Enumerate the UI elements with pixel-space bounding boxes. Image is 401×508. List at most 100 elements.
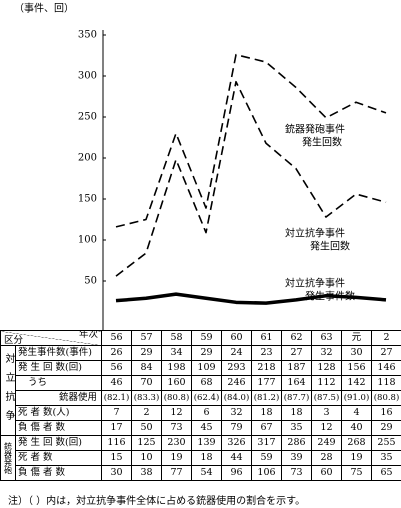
table-row: 銃器発砲発 生 回 数(回) 116 125 230 139 326 317 286 249 26…	[0, 435, 401, 481]
table-cell: 35	[371, 450, 401, 466]
table-cell: 32	[221, 405, 252, 421]
table-cell: (62.4)	[191, 390, 222, 406]
table-cell: 19	[161, 450, 192, 466]
table-cell: 27	[281, 345, 312, 361]
year-header: 62	[281, 330, 312, 346]
header-row: 年次 区分 56 57 58 59 60 61 62 63 元 2	[0, 330, 401, 346]
table-cell: 164	[281, 375, 312, 391]
table-cell: 128	[311, 360, 342, 376]
table-cell: 38	[131, 465, 162, 481]
table-cell: 12	[311, 420, 342, 436]
table-cell: 30	[341, 345, 372, 361]
series-annotation: 対立抗争事件	[285, 277, 345, 290]
table-cell: 118	[371, 375, 401, 391]
table-row: 死 者 数 15 10 19 18 44 59 39 28 19 35	[1, 450, 401, 466]
series-annotation: 発生事件数	[305, 290, 355, 303]
table-cell: 146	[371, 360, 401, 376]
table-cell: 27	[371, 345, 401, 361]
table-cell: (83.3)	[131, 390, 162, 406]
table-cell: (82.1)	[101, 390, 132, 406]
table-cell: 18	[191, 450, 222, 466]
table-cell: 96	[221, 465, 252, 481]
table-cell: 317	[251, 435, 282, 451]
table-cell: 70	[131, 375, 162, 391]
table-cell: 77	[161, 465, 192, 481]
table-cell: (81.2)	[251, 390, 282, 406]
table-cell: 32	[311, 345, 342, 361]
table-cell: 268	[341, 435, 372, 451]
table-cell: 65	[371, 465, 401, 481]
y-tick-label: 50	[84, 276, 97, 287]
table-cell: 255	[371, 435, 401, 451]
table-cell: 28	[311, 450, 342, 466]
table-cell: 29	[371, 420, 401, 436]
table-cell: 2	[131, 405, 162, 421]
chart: （事件、回） 50 100 150 200 250 300 350 銃器発砲事件発生回数対立抗…	[14, 2, 387, 330]
y-tick-label: 300	[78, 71, 97, 82]
table-cell: 142	[341, 375, 372, 391]
table-cell: (87.7)	[281, 390, 312, 406]
table-cell: 39	[281, 450, 312, 466]
table-cell: 84	[131, 360, 162, 376]
table-row: うち 46 70 160 68 246 177 164 112 142 118	[1, 375, 401, 391]
table-cell: 187	[281, 360, 312, 376]
table-cell: 73	[161, 420, 192, 436]
table-cell: 67	[251, 420, 282, 436]
table-row: 負 傷 者 数 30 38 77 54 96 106 73 60 75 65	[1, 465, 401, 481]
year-header: 63	[311, 330, 342, 346]
table-cell: 23	[251, 345, 282, 361]
corner-bottom: 区分	[4, 335, 24, 346]
row-label: 死 者 数	[15, 450, 102, 466]
table-cell: 3	[311, 405, 342, 421]
table-cell: 54	[191, 465, 222, 481]
table-cell: 4	[341, 405, 372, 421]
y-axis-label: （事件、回）	[14, 2, 74, 15]
series-annotation: 対立抗争事件	[285, 227, 345, 240]
table-cell: 109	[191, 360, 222, 376]
row-label: 負 傷 者 数	[15, 420, 102, 436]
row-sublabel: 銃器使用	[15, 390, 102, 406]
data-table: 年次 区分 56 57 58 59 60 61 62 63 元 2 対立抗争 発生事件数(事件) 26 29 3…	[0, 330, 401, 481]
table-cell: 286	[281, 435, 312, 451]
series-line	[115, 80, 387, 277]
table-cell: 68	[191, 375, 222, 391]
y-tick-label: 200	[78, 153, 97, 164]
table-cell: 75	[341, 465, 372, 481]
table-cell: 44	[221, 450, 252, 466]
year-header: 57	[131, 330, 162, 346]
table-cell: 17	[101, 420, 132, 436]
table-cell: 177	[251, 375, 282, 391]
row-label: 発生事件数(事件)	[15, 345, 102, 361]
year-header: 60	[221, 330, 252, 346]
table-cell: 198	[161, 360, 192, 376]
table-cell: 19	[341, 450, 372, 466]
table-cell: 249	[311, 435, 342, 451]
table-cell: (87.5)	[311, 390, 342, 406]
row-label: 発 生 回 数(回)	[15, 435, 102, 451]
table-cell: 26	[101, 345, 132, 361]
table-cell: 29	[191, 345, 222, 361]
corner-top: 年次	[78, 330, 98, 341]
table-cell: 60	[311, 465, 342, 481]
year-header: 59	[191, 330, 222, 346]
table-cell: 156	[341, 360, 372, 376]
table-cell: 18	[281, 405, 312, 421]
y-tick-label: 150	[78, 194, 97, 205]
table-cell: 46	[101, 375, 132, 391]
table-cell: 24	[221, 345, 252, 361]
y-tick-label: 100	[78, 235, 97, 246]
year-header: 61	[251, 330, 282, 346]
table-cell: 73	[281, 465, 312, 481]
year-header: 2	[371, 330, 401, 346]
table-cell: (84.0)	[221, 390, 252, 406]
row-label: うち	[15, 375, 102, 391]
group-label: 銃器発砲	[0, 435, 16, 481]
table-cell: 116	[101, 435, 132, 451]
table-cell: 10	[131, 450, 162, 466]
y-tick-label: 350	[78, 30, 97, 41]
table-cell: 35	[281, 420, 312, 436]
row-label: 発 生 回 数(回)	[15, 360, 102, 376]
table-cell: 160	[161, 375, 192, 391]
table-cell: 12	[161, 405, 192, 421]
